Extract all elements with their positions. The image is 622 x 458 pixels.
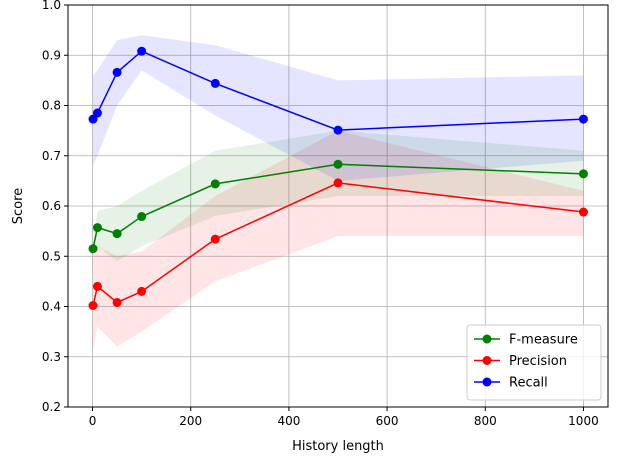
recall-point [137,46,147,56]
legend-label-recall: Recall [509,376,548,391]
recall-band [93,35,584,181]
x-tick-label: 200 [179,414,202,428]
y-axis-label: Score [11,188,26,224]
x-tick-label: 0 [89,414,97,428]
f-measure-point [210,179,220,189]
precision-point [92,281,102,291]
y-tick-label: 0.5 [42,249,61,263]
y-tick-label: 0.4 [42,300,61,314]
precision-point [112,297,122,307]
recall-point [92,108,102,118]
precision-point [88,300,98,310]
y-tick-label: 0.2 [42,400,61,414]
f-measure-point [137,212,147,222]
legend-box [466,324,602,401]
legend-marker-recall [482,377,492,387]
x-tick-label: 1000 [568,414,599,428]
y-tick-label: 1.0 [42,0,61,12]
recall-point [210,78,220,88]
legend-label-precision: Precision [509,354,567,369]
legend: F-measure Precision Recall [466,324,602,401]
x-axis-label: History length [292,439,384,454]
data-points [88,46,588,310]
y-tick-label: 0.3 [42,350,61,364]
legend-marker-f-measure [482,334,492,344]
f-measure-band [93,130,584,262]
y-tick-label: 0.9 [42,48,61,62]
recall-point [578,114,588,124]
x-tick-label: 800 [474,414,497,428]
precision-point [333,178,343,188]
f-measure-point [333,159,343,169]
f-measure-point [578,169,588,179]
y-tick-label: 0.6 [42,199,61,213]
precision-point [578,207,588,217]
f-measure-point [92,223,102,233]
precision-point [137,286,147,296]
y-tick-label: 0.8 [42,99,61,113]
legend-label-f-measure: F-measure [509,333,578,348]
precision-point [210,234,220,244]
x-tick-label: 600 [376,414,399,428]
precision-band [93,130,584,352]
recall-point [112,67,122,77]
f-measure-point [112,229,122,239]
recall-point [333,125,343,135]
legend-marker-precision [482,356,492,365]
x-tick-label: 400 [277,414,300,428]
confidence-bands [93,35,584,352]
y-tick-label: 0.7 [42,149,61,163]
f-measure-point [88,244,98,254]
ticks: 0 200 400 600 800 1000 0.2 0.3 0.4 0.5 0.6 0.7 0.8 0.… [42,0,599,428]
